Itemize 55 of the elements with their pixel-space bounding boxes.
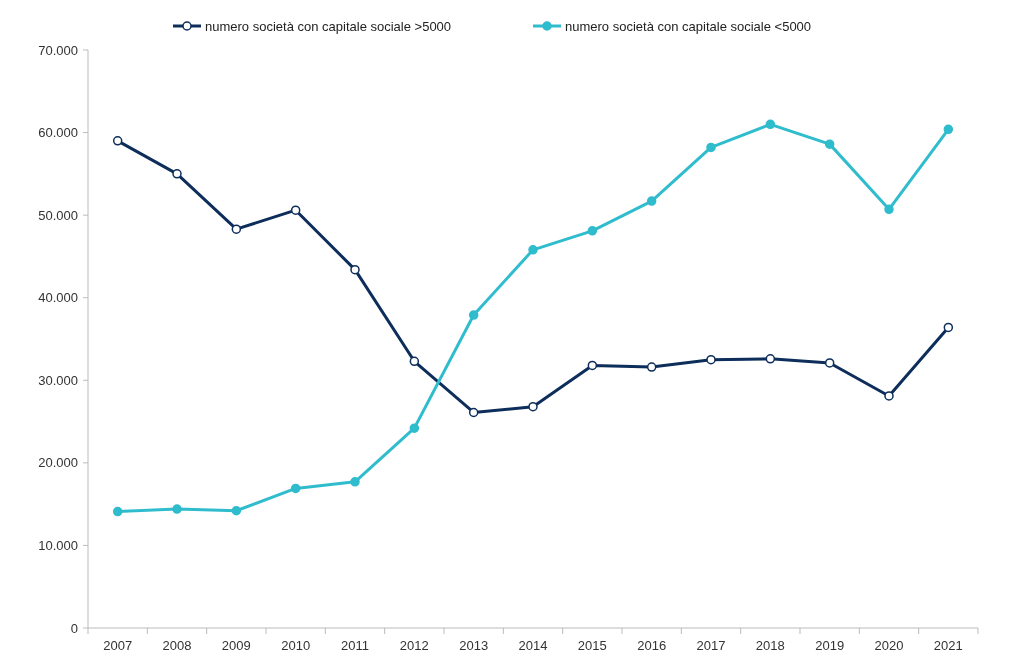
point	[646, 196, 657, 206]
point	[172, 169, 182, 179]
point	[765, 354, 776, 364]
legend-label: numero società con capitale sociale >5000	[205, 18, 452, 34]
point	[765, 119, 776, 130]
legend-label: numero società con capitale sociale <5000	[565, 18, 812, 34]
y-tick-label: 20.000	[38, 455, 78, 471]
point	[943, 322, 954, 333]
x-tick-label: 2008	[162, 638, 192, 653]
point	[706, 142, 716, 153]
point	[409, 356, 420, 367]
point	[943, 124, 954, 135]
x-tick-label: 2012	[399, 638, 429, 653]
y-tick-label: 50.000	[38, 207, 78, 223]
x-tick-label: 2011	[341, 638, 369, 653]
point	[824, 139, 835, 149]
y-tick-label: 60.000	[38, 125, 78, 141]
x-tick-label: 2014	[518, 638, 548, 653]
x-tick-label: 2018	[755, 638, 785, 653]
point	[409, 423, 420, 433]
point	[468, 310, 479, 320]
point	[112, 136, 123, 146]
y-tick-label: 10.000	[38, 537, 78, 553]
point	[231, 224, 242, 234]
point	[112, 506, 123, 517]
point	[824, 358, 835, 368]
point	[706, 354, 716, 365]
x-tick-label: 2019	[815, 638, 845, 653]
x-tick-label: 2007	[103, 638, 133, 653]
point	[528, 245, 538, 255]
point	[290, 483, 301, 494]
point	[350, 477, 360, 487]
point	[646, 362, 657, 372]
point	[884, 391, 894, 401]
y-tick-label: 30.000	[38, 372, 78, 388]
y-tick-label: 0	[70, 620, 78, 636]
point	[290, 205, 301, 215]
x-tick-label: 2021	[933, 638, 963, 653]
x-tick-label: 2015	[577, 638, 607, 653]
x-tick-label: 2016	[637, 638, 667, 653]
point	[172, 504, 182, 514]
x-tick-label: 2010	[281, 638, 311, 653]
point	[587, 360, 598, 371]
x-tick-label: 2017	[696, 638, 726, 653]
point	[528, 401, 538, 412]
x-tick-label: 2009	[221, 638, 251, 653]
point	[587, 226, 598, 236]
point	[350, 264, 360, 275]
x-tick-label: 2013	[459, 638, 489, 653]
y-tick-label: 40.000	[38, 290, 78, 306]
point	[884, 204, 894, 215]
y-tick-label: 70.000	[38, 42, 78, 58]
x-tick-label: 2020	[874, 638, 904, 653]
point	[468, 407, 479, 418]
point	[231, 506, 242, 516]
